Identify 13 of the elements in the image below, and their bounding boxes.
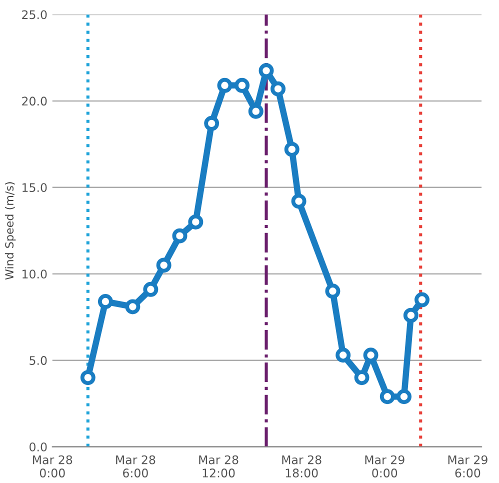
y-tick-label: 5.0 xyxy=(30,356,47,365)
y-tick-label: 10.0 xyxy=(22,270,47,279)
x-tick-label: Mar 29 0:00 xyxy=(365,455,404,478)
y-tick-label: 0.0 xyxy=(30,442,47,452)
y-tick-label: 15.0 xyxy=(22,183,47,192)
x-tick-label: Mar 28 18:00 xyxy=(282,455,322,478)
y-tick-label: 25.0 xyxy=(22,10,47,20)
y-axis-title: Wind Speed (m/s) xyxy=(4,182,16,280)
y-tick-label: 20.0 xyxy=(22,96,47,106)
x-tick-label: Mar 28 0:00 xyxy=(33,455,72,478)
x-tick-label: Mar 28 6:00 xyxy=(116,455,156,478)
x-tick-label: Mar 28 12:00 xyxy=(199,455,238,478)
x-tick-label: Mar 29 6:00 xyxy=(448,455,488,478)
